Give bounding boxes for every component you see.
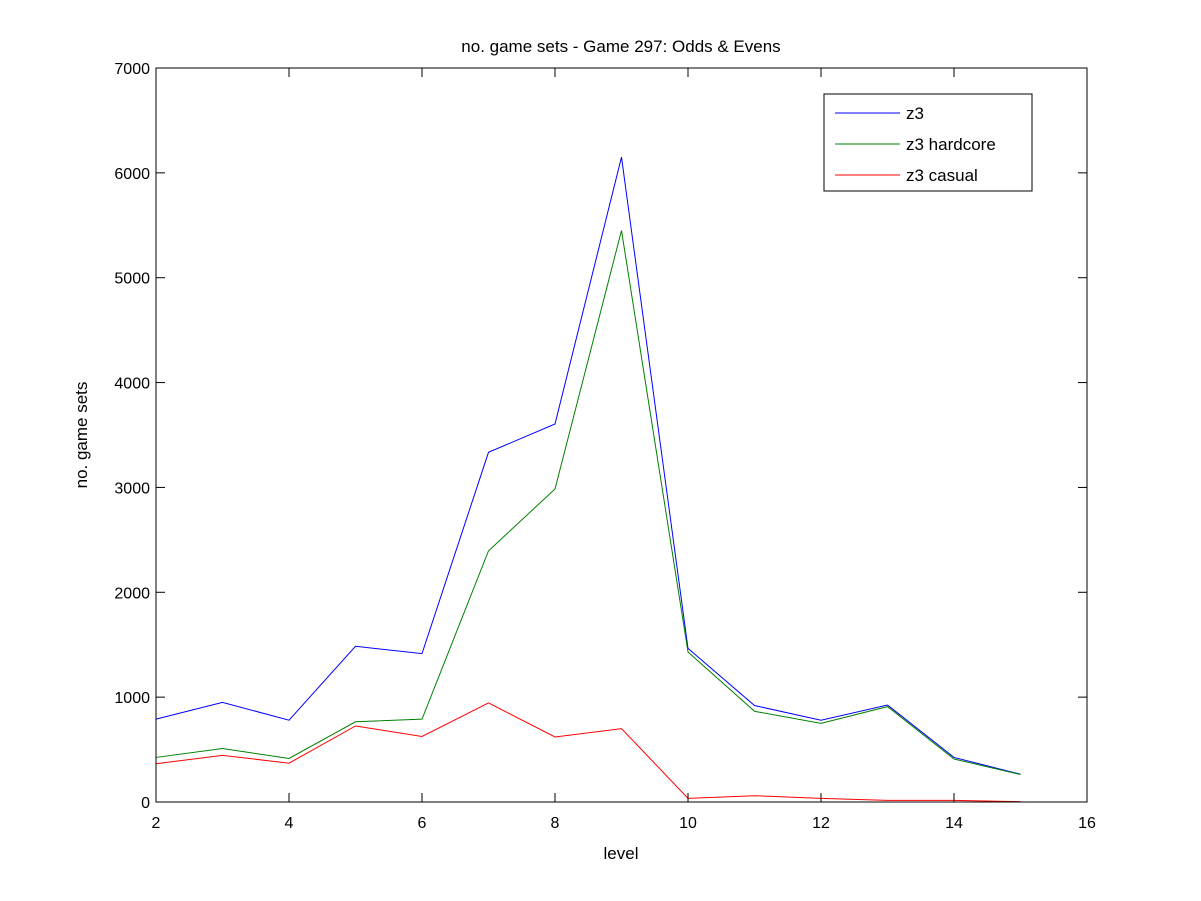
y-tick-label: 1000 (114, 690, 150, 707)
y-axis: 0 1000 2000 3000 4000 5000 6000 7000 (114, 61, 1087, 812)
legend-label: z3 casual (906, 166, 978, 185)
plot-frame (155, 67, 1088, 803)
legend-label: z3 hardcore (906, 135, 996, 154)
x-tick-label: 4 (285, 815, 294, 832)
y-tick-label: 6000 (114, 166, 150, 183)
x-tick-label: 2 (152, 815, 161, 832)
x-axis-title: level (604, 844, 639, 863)
y-axis-title: no. game sets (72, 382, 91, 489)
y-tick-label: 2000 (114, 585, 150, 602)
x-tick-label: 6 (418, 815, 427, 832)
chart-title: no. game sets - Game 297: Odds & Evens (461, 37, 780, 56)
legend-label: z3 (906, 104, 924, 123)
y-tick-label: 5000 (114, 271, 150, 288)
x-tick-label: 14 (945, 815, 963, 832)
y-tick-label: 0 (141, 795, 150, 812)
series-line-2 (155, 702, 1021, 803)
series-line-1 (155, 230, 1021, 776)
y-tick-label: 7000 (114, 61, 150, 78)
legend: z3 z3 hardcore z3 casual (823, 93, 1033, 192)
x-tick-label: 10 (679, 815, 697, 832)
series-layer (155, 157, 1021, 803)
y-tick-label: 4000 (114, 376, 150, 393)
x-tick-label: 16 (1078, 815, 1096, 832)
x-axis: 2 4 6 8 10 12 14 16 (152, 68, 1096, 832)
x-tick-label: 8 (551, 815, 560, 832)
series-line-0 (155, 157, 1021, 775)
y-tick-label: 3000 (114, 480, 150, 497)
x-tick-label: 12 (812, 815, 830, 832)
